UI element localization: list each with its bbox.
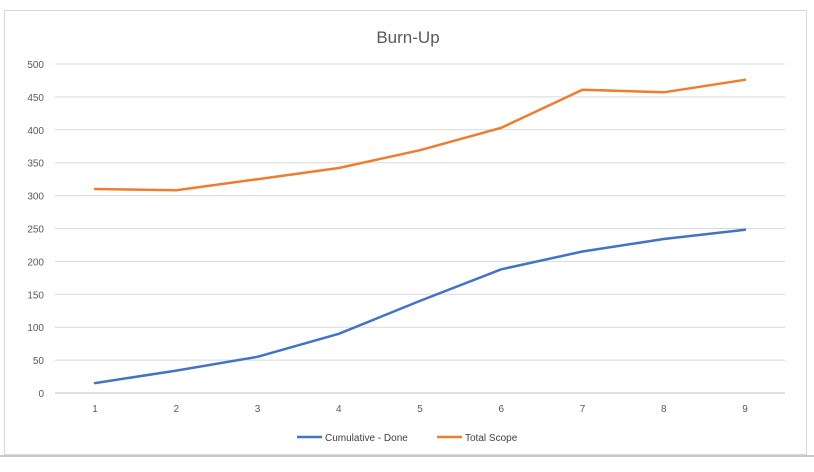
- series-line-total-scope[interactable]: [93, 78, 747, 192]
- y-tick-label: 500: [27, 60, 44, 71]
- x-tick-label: 1: [92, 404, 98, 415]
- x-tick-label: 3: [255, 404, 261, 415]
- legend-label: Cumulative - Done: [325, 433, 408, 444]
- y-tick-label: 200: [27, 257, 44, 268]
- legend[interactable]: Cumulative - Done Total Scope: [297, 433, 518, 444]
- legend-label: Total Scope: [465, 433, 518, 444]
- gridlines: [55, 63, 785, 361]
- series-line-cumulative-done[interactable]: [93, 228, 747, 385]
- legend-item[interactable]: Total Scope: [437, 433, 518, 444]
- y-tick-label: 150: [27, 290, 44, 301]
- y-tick-label: 400: [27, 126, 44, 137]
- chart-area[interactable]: [4, 10, 807, 455]
- y-tick-label: 350: [27, 159, 44, 170]
- x-tick-label: 9: [742, 404, 748, 415]
- y-tick-label: 300: [27, 192, 44, 203]
- x-tick-label: 7: [580, 404, 586, 415]
- x-tick-label: 5: [417, 404, 423, 415]
- y-tick-label: 0: [38, 389, 44, 400]
- x-tick-label: 6: [498, 404, 504, 415]
- y-axis-tick-labels: 0 50 100 150 200 250 300 350 400 450 500: [27, 60, 44, 400]
- x-tick-label: 2: [173, 404, 179, 415]
- y-tick-label: 50: [33, 356, 45, 367]
- legend-item[interactable]: Cumulative - Done: [297, 433, 408, 444]
- x-axis-tick-labels: 1 2 3 4 5 6 7 8 9: [92, 404, 748, 415]
- chart-title: Burn-Up: [376, 28, 439, 47]
- x-tick-label: 4: [336, 404, 342, 415]
- y-tick-label: 100: [27, 323, 44, 334]
- series-lines: [93, 78, 747, 385]
- y-tick-label: 450: [27, 93, 44, 104]
- sheet-divider: [0, 455, 814, 457]
- x-tick-label: 8: [661, 404, 667, 415]
- y-tick-label: 250: [27, 225, 44, 236]
